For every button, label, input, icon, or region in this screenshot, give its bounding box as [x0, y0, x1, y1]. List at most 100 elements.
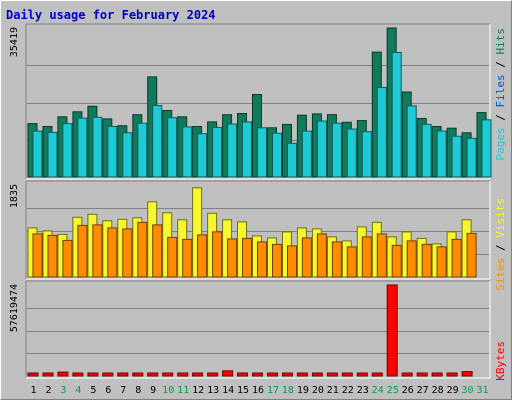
bar-files-day-4 — [77, 117, 88, 178]
bar-sites-day-11 — [182, 238, 193, 278]
bar-sites-day-12 — [197, 234, 208, 278]
bar-kbytes-day-14 — [222, 370, 234, 377]
legend-sites: Sites — [494, 258, 507, 291]
bar-sites-day-23 — [361, 236, 372, 278]
x-tick-label-12: 12 — [192, 385, 204, 396]
bar-kbytes-day-16 — [252, 372, 263, 377]
legend-pages: Pages — [494, 127, 507, 160]
x-tick-label-13: 13 — [207, 385, 219, 396]
legend-hits: Hits — [494, 28, 507, 55]
x-tick-label-1: 1 — [30, 385, 36, 396]
bar-sites-day-4 — [77, 224, 88, 278]
bar-kbytes-day-27 — [416, 372, 428, 377]
x-tick-label-17: 17 — [267, 385, 279, 396]
bar-kbytes-day-26 — [401, 372, 413, 377]
x-tick-label-9: 9 — [150, 385, 156, 396]
bar-sites-day-25 — [391, 244, 402, 278]
panel-hits-files-max-label: 35419 — [9, 27, 20, 57]
panel-kbytes-background — [26, 281, 490, 378]
legend-files: Files — [494, 74, 507, 107]
x-tick-label-7: 7 — [120, 385, 126, 396]
x-tick-label-8: 8 — [135, 385, 141, 396]
bar-sites-day-20 — [316, 233, 327, 278]
x-tick-label-30: 30 — [461, 385, 473, 396]
bar-kbytes-day-24 — [371, 372, 383, 377]
x-tick-label-24: 24 — [372, 385, 384, 396]
bar-files-day-31 — [481, 119, 492, 178]
bar-sites-day-14 — [227, 238, 238, 278]
bar-sites-day-29 — [451, 238, 462, 278]
legend-hits-files-pages-separator: / — [494, 108, 507, 128]
bar-files-day-14 — [227, 123, 238, 178]
bar-kbytes-day-1 — [27, 372, 39, 377]
bar-kbytes-day-18 — [282, 372, 293, 377]
bar-files-day-18 — [287, 142, 297, 178]
bar-sites-day-7 — [122, 228, 133, 278]
bar-sites-day-1 — [32, 233, 43, 278]
legend-visits-sites: Sites / Visits — [494, 198, 507, 291]
bar-sites-day-21 — [331, 241, 342, 278]
x-tick-label-14: 14 — [222, 385, 234, 396]
bar-files-day-15 — [242, 121, 252, 178]
bar-files-day-24 — [376, 86, 387, 178]
x-tick-label-23: 23 — [357, 385, 369, 396]
bar-kbytes-day-15 — [237, 372, 248, 377]
bar-files-day-30 — [466, 137, 477, 178]
x-tick-label-10: 10 — [162, 385, 174, 396]
bar-sites-day-30 — [466, 232, 477, 278]
bar-kbytes-day-8 — [132, 372, 144, 377]
x-tick-label-5: 5 — [90, 385, 96, 396]
bar-kbytes-day-30 — [461, 371, 473, 377]
bar-kbytes-day-6 — [102, 372, 114, 377]
x-tick-label-19: 19 — [297, 385, 309, 396]
legend-hits-files-pages-separator: / — [494, 55, 507, 75]
bar-files-day-28 — [436, 130, 447, 178]
bar-kbytes-day-10 — [162, 372, 174, 377]
bar-kbytes-day-29 — [446, 372, 458, 377]
bar-sites-day-8 — [137, 221, 148, 278]
bar-sites-day-6 — [107, 227, 118, 278]
x-tick-label-16: 16 — [252, 385, 264, 396]
x-tick-label-31: 31 — [476, 385, 488, 396]
x-tick-label-25: 25 — [387, 385, 399, 396]
bar-sites-day-22 — [346, 246, 357, 278]
bar-files-day-27 — [421, 123, 432, 178]
x-tick-label-11: 11 — [177, 385, 189, 396]
bar-files-day-23 — [361, 131, 372, 178]
x-tick-label-2: 2 — [45, 385, 51, 396]
legend-hits-files-pages: Pages / Files / Hits — [494, 28, 507, 161]
bar-files-day-8 — [137, 122, 148, 178]
bar-files-day-10 — [167, 117, 178, 178]
bar-files-day-3 — [62, 123, 73, 178]
bar-kbytes-day-5 — [87, 372, 99, 377]
bar-kbytes-day-19 — [296, 372, 308, 377]
x-tick-label-20: 20 — [312, 385, 324, 396]
bar-sites-day-3 — [62, 239, 73, 278]
bar-kbytes-day-25 — [386, 284, 398, 377]
bar-kbytes-day-22 — [341, 372, 353, 377]
bar-files-day-26 — [406, 105, 417, 178]
bar-kbytes-day-12 — [192, 372, 204, 377]
x-tick-label-27: 27 — [417, 385, 429, 396]
legend-visits: Visits — [494, 198, 507, 238]
bar-sites-day-17 — [272, 243, 282, 278]
bar-kbytes-day-9 — [147, 372, 159, 377]
bar-sites-day-15 — [242, 237, 252, 278]
bar-kbytes-day-21 — [326, 372, 338, 377]
bar-sites-day-9 — [152, 224, 163, 278]
bar-files-day-6 — [107, 126, 118, 178]
bar-files-day-11 — [182, 126, 193, 178]
bar-files-day-16 — [257, 127, 267, 178]
bar-files-day-20 — [316, 120, 327, 178]
bar-kbytes-day-3 — [57, 371, 69, 377]
bar-kbytes-day-2 — [42, 372, 54, 377]
legend-kbytes: KBytes — [494, 341, 507, 381]
bar-files-day-9 — [152, 105, 163, 178]
bar-sites-day-26 — [406, 240, 417, 278]
x-tick-label-22: 22 — [342, 385, 354, 396]
bar-files-day-7 — [122, 132, 133, 178]
x-tick-label-21: 21 — [327, 385, 339, 396]
bar-sites-day-28 — [436, 246, 447, 278]
bar-sites-day-5 — [92, 224, 103, 278]
